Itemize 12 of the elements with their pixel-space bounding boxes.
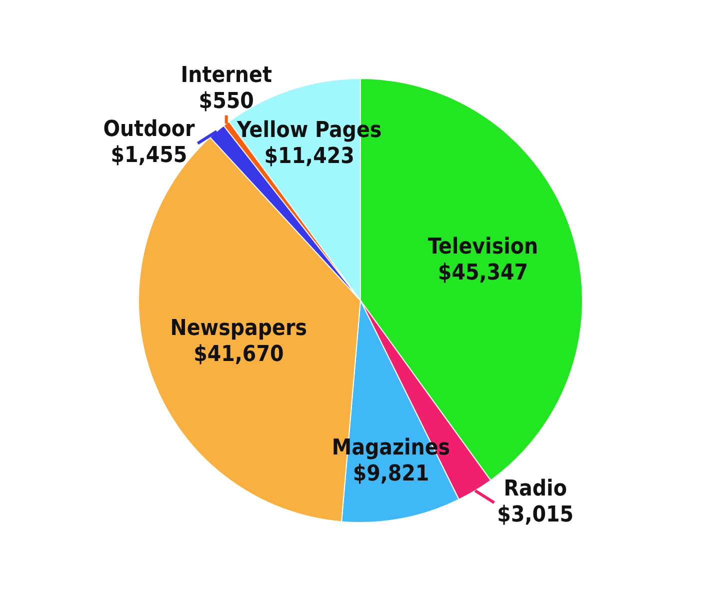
data-label: $550 (198, 89, 254, 114)
data-label: $41,670 (194, 342, 284, 367)
slice-label: Television (428, 234, 538, 260)
slice-label: Internet (180, 63, 272, 88)
slice-label: Radio (504, 476, 567, 502)
data-label: $45,347 (438, 260, 528, 286)
data-label: $9,821 (352, 462, 430, 487)
data-label: $1,455 (110, 143, 188, 168)
slice-label: Outdoor (103, 117, 195, 142)
data-label: $3,015 (497, 502, 574, 528)
slice-label: Newspapers (170, 316, 308, 341)
data-label: $11,423 (264, 144, 354, 170)
